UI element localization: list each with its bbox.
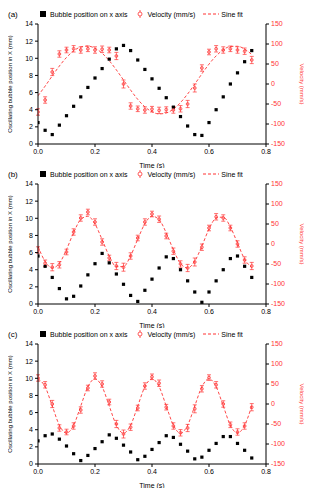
html-text:Velocity (mm/s): Velocity (mm/s) xyxy=(147,170,196,178)
html-text:Bubble position on x axis: Bubble position on x axis xyxy=(50,170,128,178)
svg-text:4: 4 xyxy=(29,106,33,113)
svg-text:12: 12 xyxy=(25,358,33,365)
svg-text:6: 6 xyxy=(29,89,33,96)
svg-text:0.4: 0.4 xyxy=(147,148,157,155)
svg-text:0.2: 0.2 xyxy=(90,308,100,315)
svg-text:0.2: 0.2 xyxy=(90,148,100,155)
svg-text:0.2: 0.2 xyxy=(90,468,100,475)
svg-text:12: 12 xyxy=(25,38,33,45)
svg-text:-50: -50 xyxy=(271,420,281,427)
svg-text:Time (s): Time (s) xyxy=(139,482,164,488)
html-text:Bubble position on x axis: Bubble position on x axis xyxy=(50,10,128,18)
svg-text:100: 100 xyxy=(271,200,283,207)
svg-text:6: 6 xyxy=(29,409,33,416)
svg-text:2: 2 xyxy=(29,123,33,130)
html-text:(a): (a) xyxy=(8,9,18,19)
svg-text:4: 4 xyxy=(29,426,33,433)
svg-text:Time (s): Time (s) xyxy=(139,322,164,328)
svg-text:0: 0 xyxy=(271,80,275,87)
svg-text:2: 2 xyxy=(29,283,33,290)
html-text:(c): (c) xyxy=(8,329,18,339)
svg-text:Velocity (mm/s): Velocity (mm/s) xyxy=(299,223,304,264)
svg-text:10: 10 xyxy=(25,375,33,382)
svg-text:0.4: 0.4 xyxy=(147,308,157,315)
svg-text:12: 12 xyxy=(25,198,33,205)
svg-text:Oscillating bubble position in: Oscillating bubble position in X (mm) xyxy=(8,35,13,132)
svg-text:14: 14 xyxy=(25,340,33,347)
svg-text:0: 0 xyxy=(29,140,33,147)
svg-text:0: 0 xyxy=(29,460,33,467)
svg-text:0: 0 xyxy=(29,300,33,307)
svg-text:150: 150 xyxy=(271,340,283,347)
svg-text:0.8: 0.8 xyxy=(261,308,271,315)
svg-text:0.6: 0.6 xyxy=(204,468,214,475)
svg-text:14: 14 xyxy=(25,20,33,27)
svg-text:Velocity (mm/s): Velocity (mm/s) xyxy=(299,63,304,104)
svg-text:2: 2 xyxy=(29,443,33,450)
svg-text:50: 50 xyxy=(271,60,279,67)
svg-text:Oscillating bubble position in: Oscillating bubble position in X (mm) xyxy=(8,195,13,292)
html-text:Sine fit: Sine fit xyxy=(221,330,243,338)
svg-text:0.4: 0.4 xyxy=(147,468,157,475)
svg-text:8: 8 xyxy=(29,232,33,239)
html-text:Velocity (mm/s): Velocity (mm/s) xyxy=(147,10,196,18)
svg-text:Time (s): Time (s) xyxy=(139,162,164,168)
svg-text:-100: -100 xyxy=(271,120,285,127)
svg-text:0: 0 xyxy=(271,400,275,407)
svg-text:6: 6 xyxy=(29,249,33,256)
html-text:Sine fit: Sine fit xyxy=(221,10,243,18)
svg-text:0.8: 0.8 xyxy=(261,148,271,155)
svg-text:8: 8 xyxy=(29,392,33,399)
svg-text:10: 10 xyxy=(25,215,33,222)
svg-text:4: 4 xyxy=(29,266,33,273)
svg-text:8: 8 xyxy=(29,72,33,79)
svg-text:50: 50 xyxy=(271,380,279,387)
svg-text:-150: -150 xyxy=(271,300,285,307)
svg-text:0.0: 0.0 xyxy=(33,468,43,475)
svg-text:-50: -50 xyxy=(271,100,281,107)
html-text:(b): (b) xyxy=(8,169,18,179)
svg-text:100: 100 xyxy=(271,360,283,367)
html-text:Sine fit: Sine fit xyxy=(221,170,243,178)
svg-text:-50: -50 xyxy=(271,260,281,267)
svg-text:-150: -150 xyxy=(271,140,285,147)
svg-text:0.0: 0.0 xyxy=(33,308,43,315)
svg-text:-100: -100 xyxy=(271,440,285,447)
svg-text:50: 50 xyxy=(271,220,279,227)
svg-text:0.6: 0.6 xyxy=(204,148,214,155)
svg-text:150: 150 xyxy=(271,20,283,27)
svg-text:10: 10 xyxy=(25,55,33,62)
svg-text:-150: -150 xyxy=(271,460,285,467)
svg-text:100: 100 xyxy=(271,40,283,47)
svg-text:0.6: 0.6 xyxy=(204,308,214,315)
svg-text:Oscillating bubble position in: Oscillating bubble position in X (mm) xyxy=(8,355,13,452)
svg-text:0.8: 0.8 xyxy=(261,468,271,475)
html-text:Bubble position on x axis: Bubble position on x axis xyxy=(50,330,128,338)
svg-text:150: 150 xyxy=(271,180,283,187)
svg-text:0.0: 0.0 xyxy=(33,148,43,155)
html-text:Velocity (mm/s): Velocity (mm/s) xyxy=(147,330,196,338)
svg-text:14: 14 xyxy=(25,180,33,187)
svg-text:Velocity (mm/s): Velocity (mm/s) xyxy=(299,383,304,424)
svg-text:-100: -100 xyxy=(271,280,285,287)
svg-text:0: 0 xyxy=(271,240,275,247)
